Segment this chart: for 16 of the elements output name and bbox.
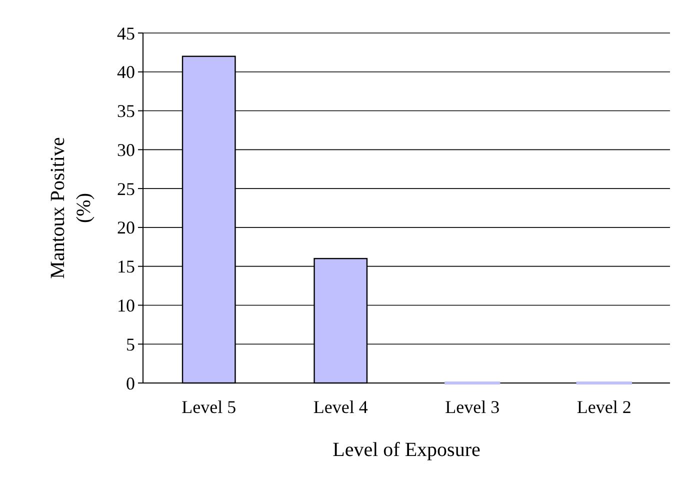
- x-tick-label: Level 2: [576, 397, 632, 417]
- y-tick-label: 45: [117, 23, 135, 44]
- x-tick-label: Level 5: [182, 397, 236, 417]
- y-tick-label: 30: [117, 140, 135, 160]
- x-axis-title: Level of Exposure: [332, 439, 480, 461]
- y-tick-label: 25: [117, 178, 135, 199]
- y-tick-label: 40: [117, 62, 135, 82]
- y-tick-label: 0: [126, 373, 135, 394]
- y-tick-label: 20: [117, 218, 135, 238]
- y-tick-label: 15: [117, 256, 135, 277]
- y-axis-title: Mantoux Positive (%): [47, 137, 95, 279]
- x-tick-label: Level 4: [313, 397, 368, 417]
- y-tick-label: 35: [117, 101, 135, 122]
- y-tick-label: 5: [126, 334, 135, 354]
- x-tick-label: Level 3: [445, 397, 500, 417]
- y-tick-label: 10: [117, 296, 135, 316]
